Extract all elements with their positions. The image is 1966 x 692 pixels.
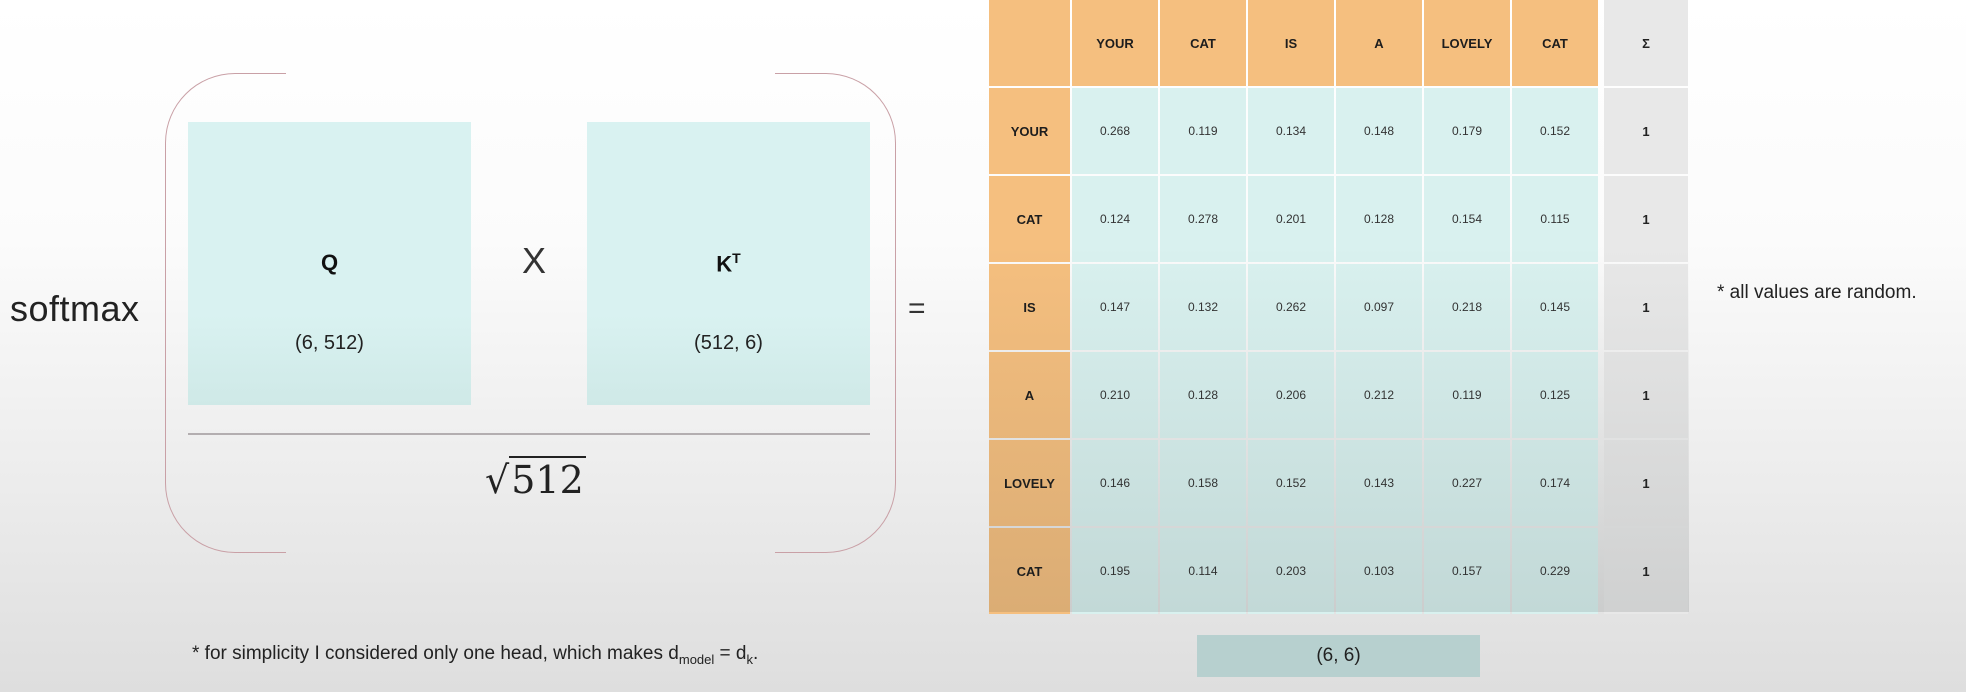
score-cell: 0.132 [1160,264,1246,350]
score-cell: 0.124 [1072,176,1158,262]
score-cell: 0.125 [1512,352,1598,438]
score-cell: 0.179 [1424,88,1510,174]
score-cell: 0.128 [1160,352,1246,438]
key-transpose-matrix: KT (512, 6) [587,122,870,405]
key-letter: K [716,251,733,277]
query-symbol: Q [320,250,339,275]
row-sum-cell: 1 [1604,440,1688,526]
score-cell: 0.152 [1248,440,1334,526]
score-cell: 0.229 [1512,528,1598,614]
sqrt-radicand: 512 [509,456,586,502]
sqrt-symbol: √ [485,458,510,502]
score-cell: 0.212 [1336,352,1422,438]
score-cell: 0.268 [1072,88,1158,174]
score-cell: 0.146 [1072,440,1158,526]
score-cell: 0.119 [1424,352,1510,438]
column-header: IS [1248,0,1334,86]
row-header: LOVELY [989,440,1070,526]
score-cell: 0.147 [1072,264,1158,350]
transpose-superscript: T [732,250,741,266]
multiply-operator: X [522,240,547,281]
table-corner-cell [989,0,1070,86]
score-cell: 0.210 [1072,352,1158,438]
note-end: . [753,643,759,664]
score-cell: 0.134 [1248,88,1334,174]
score-cell: 0.174 [1512,440,1598,526]
score-cell: 0.119 [1160,88,1246,174]
score-cell: 0.206 [1248,352,1334,438]
row-header: CAT [989,528,1070,614]
score-cell: 0.097 [1336,264,1422,350]
sqrt-denominator: √512 [485,456,586,502]
random-values-note: * all values are random. [1717,282,1917,303]
score-cell: 0.157 [1424,528,1510,614]
result-dims-box: (6, 6) [1197,635,1480,677]
score-cell: 0.128 [1336,176,1422,262]
note-text: * for simplicity I considered only one h… [192,643,679,664]
row-header: CAT [989,176,1070,262]
column-header: CAT [1160,0,1246,86]
score-cell: 0.201 [1248,176,1334,262]
score-cell: 0.148 [1336,88,1422,174]
score-cell: 0.114 [1160,528,1246,614]
fraction-line [188,433,870,435]
column-header: LOVELY [1424,0,1510,86]
single-head-note: * for simplicity I considered only one h… [192,643,758,667]
key-dims: (512, 6) [694,332,763,354]
column-header: YOUR [1072,0,1158,86]
score-cell: 0.158 [1160,440,1246,526]
query-matrix: Q (6, 512) [188,122,471,405]
score-cell: 0.103 [1336,528,1422,614]
query-dims: (6, 512) [295,332,364,354]
model-subscript: model [678,651,715,667]
score-cell: 0.262 [1248,264,1334,350]
row-sum-cell: 1 [1604,352,1688,438]
score-cell: 0.154 [1424,176,1510,262]
score-cell: 0.218 [1424,264,1510,350]
k-subscript: k [746,651,754,667]
row-header: YOUR [989,88,1070,174]
column-header: CAT [1512,0,1598,86]
note-equals: = d [714,643,747,664]
equals-sign: = [908,292,926,325]
score-cell: 0.152 [1512,88,1598,174]
score-cell: 0.278 [1160,176,1246,262]
row-sum-cell: 1 [1604,176,1688,262]
row-sum-cell: 1 [1604,528,1688,614]
column-header: A [1336,0,1422,86]
row-sum-cell: 1 [1604,88,1688,174]
score-cell: 0.115 [1512,176,1598,262]
score-cell: 0.143 [1336,440,1422,526]
row-sum-cell: 1 [1604,264,1688,350]
sum-header: Σ [1604,0,1688,86]
row-header: IS [989,264,1070,350]
row-header: A [989,352,1070,438]
score-cell: 0.227 [1424,440,1510,526]
key-symbol: KT [587,250,870,277]
score-cell: 0.203 [1248,528,1334,614]
score-cell: 0.195 [1072,528,1158,614]
score-cell: 0.145 [1512,264,1598,350]
softmax-label: softmax [10,288,140,329]
